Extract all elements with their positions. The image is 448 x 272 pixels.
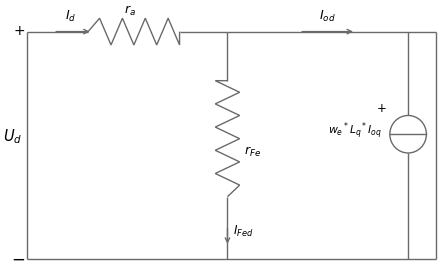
Text: $I_d$: $I_d$ xyxy=(65,8,76,24)
Text: $r_a$: $r_a$ xyxy=(124,4,135,18)
Text: −: − xyxy=(11,251,25,269)
Text: $U_d$: $U_d$ xyxy=(3,127,22,146)
Text: $r_{Fe}$: $r_{Fe}$ xyxy=(244,145,261,159)
Text: $I_{od}$: $I_{od}$ xyxy=(319,8,336,24)
Text: +: + xyxy=(377,101,387,115)
Text: $w_e$$^*$$L_q$$^*$$I_{oq}$: $w_e$$^*$$L_q$$^*$$I_{oq}$ xyxy=(328,120,382,141)
Text: $I_{Fed}$: $I_{Fed}$ xyxy=(233,224,253,239)
Text: +: + xyxy=(13,24,25,38)
